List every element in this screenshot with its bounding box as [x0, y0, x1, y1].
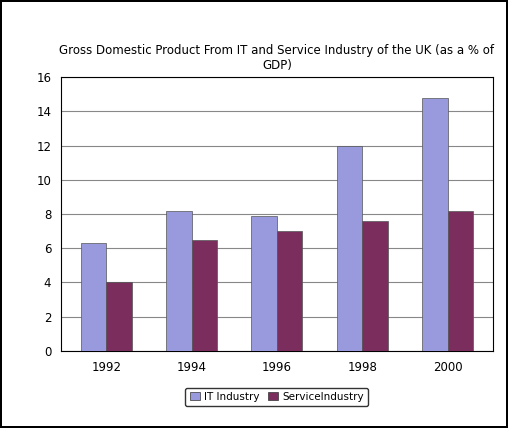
Bar [362, 221, 388, 351]
Bar [192, 240, 217, 351]
Bar [166, 211, 192, 351]
Bar [251, 216, 277, 351]
Bar [337, 146, 362, 351]
Bar [422, 98, 448, 351]
Legend: IT Industry, ServiceIndustry: IT Industry, ServiceIndustry [185, 388, 368, 406]
Bar [448, 211, 473, 351]
Bar [81, 243, 106, 351]
Bar [106, 282, 132, 351]
Title: Gross Domestic Product From IT and Service Industry of the UK (as a % of
GDP): Gross Domestic Product From IT and Servi… [59, 44, 494, 72]
Bar [277, 231, 302, 351]
